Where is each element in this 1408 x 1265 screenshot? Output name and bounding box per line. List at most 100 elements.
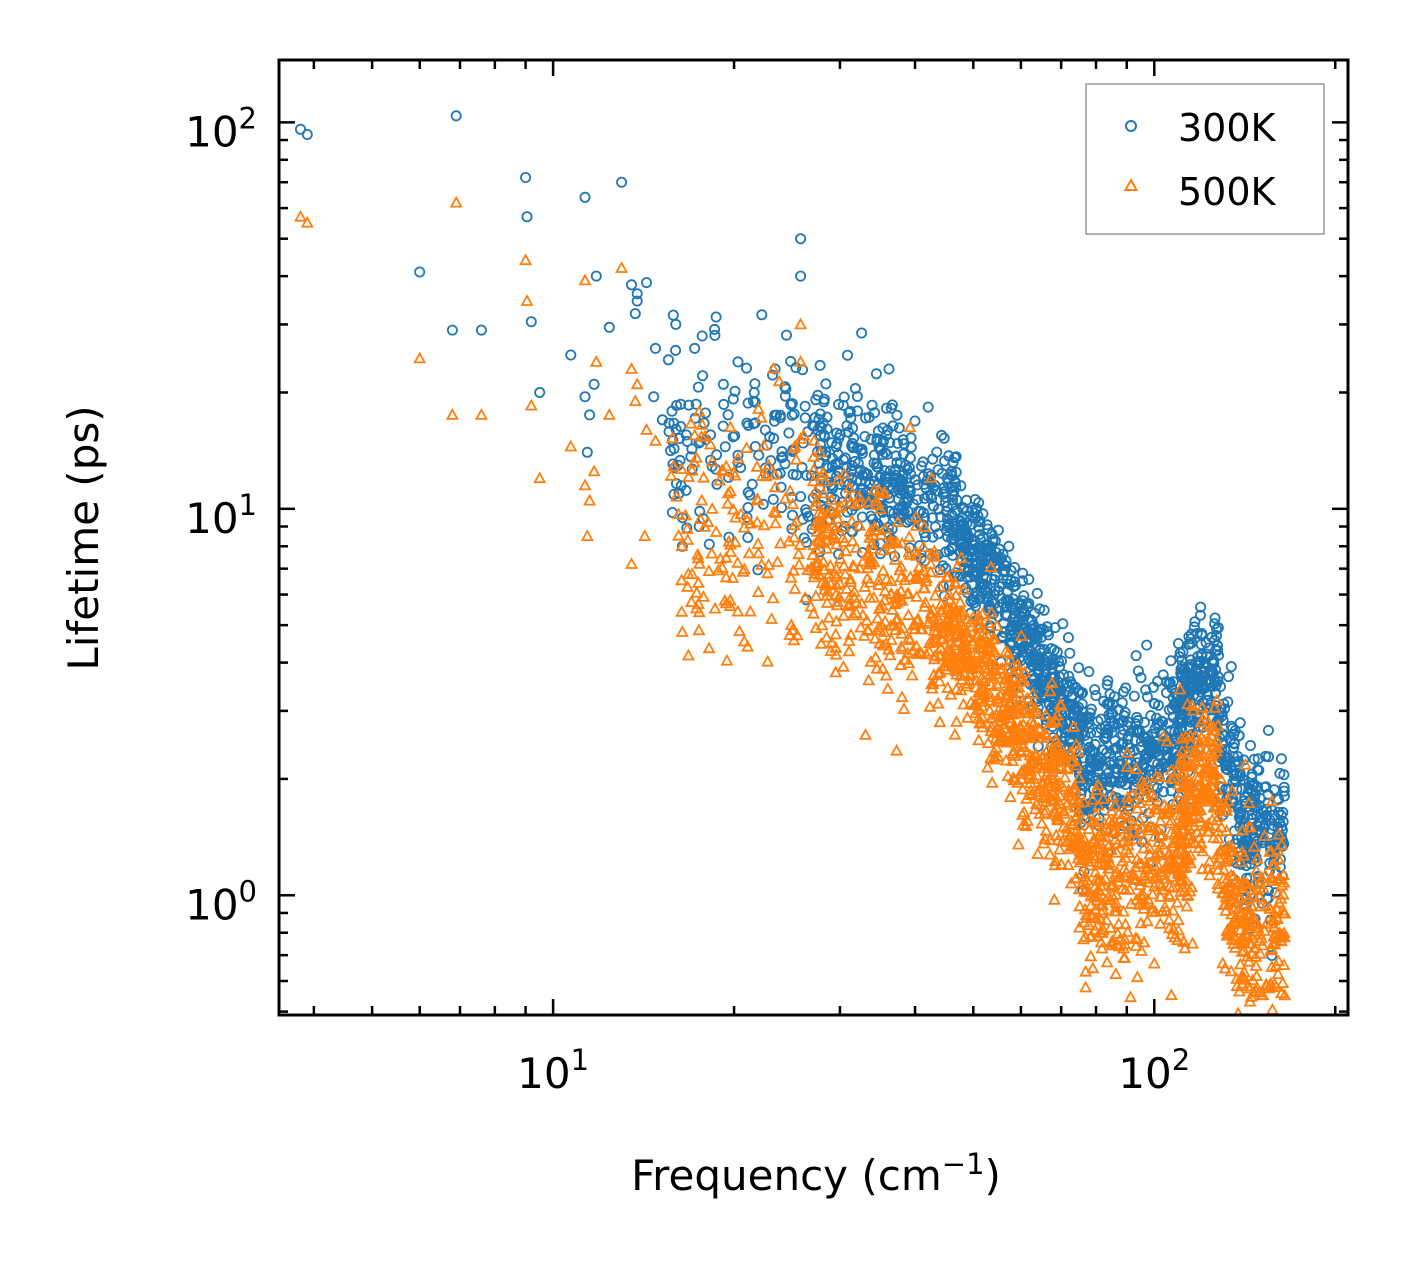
data-point-500K (293, 209, 308, 222)
data-point-500K (751, 537, 765, 549)
data-point-500K (1206, 756, 1220, 769)
data-point-500K (1029, 703, 1043, 716)
data-point-500K (956, 697, 971, 710)
data-point-300K (1192, 684, 1204, 696)
data-point-300K (1198, 672, 1210, 684)
data-point-500K (968, 706, 983, 718)
data-point-500K (1275, 986, 1289, 999)
data-point-300K (1176, 671, 1188, 683)
data-point-500K (891, 515, 905, 527)
data-point-300K (988, 589, 1000, 601)
data-point-300K (749, 378, 761, 390)
data-point-500K (821, 584, 835, 597)
data-point-500K (693, 512, 707, 525)
data-point-500K (1096, 923, 1110, 936)
data-point-500K (1090, 893, 1104, 906)
data-point-500K (954, 683, 968, 696)
data-point-500K (1057, 806, 1071, 819)
data-point-500K (1211, 831, 1225, 844)
data-point-300K (1005, 625, 1017, 637)
data-point-500K (751, 402, 765, 414)
data-point-500K (1113, 822, 1127, 834)
data-point-500K (719, 550, 733, 563)
data-point-500K (1210, 693, 1224, 706)
data-point-500K (1003, 652, 1017, 665)
data-point-300K (1100, 772, 1112, 784)
data-point-500K (1206, 747, 1220, 759)
data-point-500K (711, 563, 725, 576)
data-point-500K (1224, 868, 1238, 881)
data-point-500K (1084, 889, 1098, 902)
data-point-500K (675, 625, 689, 637)
data-point-300K (904, 486, 916, 498)
data-point-300K (1053, 656, 1065, 668)
data-point-500K (917, 599, 932, 612)
data-point-300K (662, 354, 674, 366)
data-point-300K (1141, 639, 1153, 651)
data-point-500K (830, 598, 844, 611)
data-point-300K (697, 370, 709, 382)
data-point-300K (588, 378, 600, 390)
data-point-500K (692, 556, 707, 569)
data-point-300K (970, 570, 982, 582)
data-point-500K (873, 502, 887, 515)
data-point-500K (1147, 858, 1161, 871)
data-point-300K (683, 399, 695, 411)
data-point-500K (1088, 903, 1102, 915)
data-point-300K (301, 128, 313, 140)
data-point-500K (1188, 755, 1202, 768)
data-point-500K (648, 433, 663, 446)
data-point-300K (1189, 616, 1201, 628)
data-point-500K (831, 472, 845, 485)
data-point-500K (1108, 798, 1122, 811)
data-point-500K (1277, 958, 1291, 970)
data-point-500K (1245, 947, 1259, 959)
data-point-300K (294, 123, 306, 135)
data-point-300K (732, 449, 744, 461)
data-point-500K (669, 489, 684, 502)
data-point-300K (581, 446, 593, 458)
data-point-500K (837, 520, 851, 532)
data-point-500K (1060, 835, 1074, 847)
data-point-300K (1015, 637, 1027, 649)
data-point-300K (1158, 786, 1170, 798)
data-point-500K (754, 410, 768, 423)
data-point-500K (829, 647, 843, 660)
data-point-300K (1042, 652, 1054, 664)
data-point-500K (864, 654, 878, 667)
data-point-500K (1212, 851, 1227, 863)
data-point-500K (1263, 871, 1277, 884)
data-point-500K (869, 493, 883, 506)
data-point-500K (1118, 917, 1133, 930)
data-point-300K (1043, 699, 1055, 711)
data-point-500K (983, 654, 997, 667)
data-point-300K (965, 595, 977, 607)
data-point-500K (1237, 936, 1251, 949)
data-point-500K (1247, 840, 1261, 852)
data-point-500K (949, 588, 963, 601)
data-point-500K (927, 544, 941, 557)
data-point-300K (1248, 753, 1260, 765)
data-point-500K (842, 644, 856, 657)
data-point-500K (1101, 851, 1115, 863)
data-point-500K (895, 536, 909, 549)
data-point-300K (909, 415, 921, 427)
data-point-500K (1173, 682, 1187, 695)
data-point-500K (941, 569, 955, 582)
data-point-500K (740, 513, 754, 525)
data-point-500K (1082, 822, 1096, 834)
data-point-500K (944, 621, 958, 633)
data-point-500K (718, 594, 732, 606)
data-point-500K (817, 486, 831, 499)
data-point-300K (668, 417, 680, 429)
data-point-500K (721, 496, 735, 509)
y-tick-label: 101 (185, 488, 257, 543)
data-point-500K (1039, 823, 1053, 836)
data-point-500K (1062, 785, 1076, 798)
data-point-500K (1153, 814, 1167, 826)
data-point-300K (881, 402, 893, 414)
data-point-500K (949, 682, 963, 695)
data-point-300K (1017, 567, 1029, 579)
data-point-300K (1060, 727, 1072, 739)
data-point-500K (1198, 765, 1212, 777)
